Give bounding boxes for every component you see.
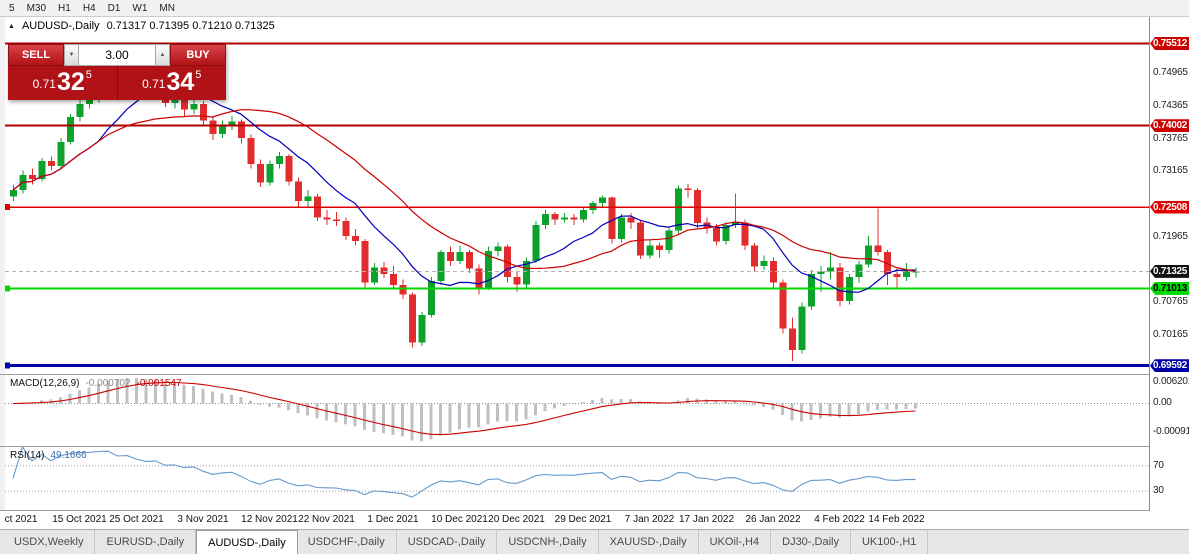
- buy-price-pipette: 5: [195, 69, 202, 81]
- price-axis-tick: 0.74965: [1153, 67, 1188, 79]
- rsi-indicator-label: RSI(14) 49.1666: [10, 450, 87, 461]
- rsi-level-label: 30: [1153, 485, 1164, 497]
- price-axis-tick: 0.73765: [1153, 132, 1188, 144]
- timeframe-button-mn[interactable]: MN: [159, 2, 175, 14]
- collapse-trade-panel-icon[interactable]: ▲: [8, 22, 15, 30]
- timeframe-toolbar: 5 M30 H1 H4 D1 W1 MN: [0, 0, 1189, 17]
- macd-panel[interactable]: [5, 375, 1149, 446]
- price-axis[interactable]: 0.74965 0.74365 0.73765 0.73165 0.71965 0.707…: [1149, 17, 1189, 511]
- sell-price-prefix: 0.71: [32, 77, 56, 91]
- date-label: 17 Jan 2022: [678, 514, 735, 525]
- rsi-name: RSI(14): [10, 450, 45, 461]
- rsi-value: 49.1666: [50, 450, 87, 461]
- chart-tab[interactable]: XAUUSD-,Daily: [599, 530, 699, 554]
- chart-tab[interactable]: USDCNH-,Daily: [497, 530, 599, 554]
- macd-indicator-label: MACD(12,26,9) -0.000702 -0.001547: [10, 378, 182, 389]
- chart-symbol-label: AUDUSD-,Daily: [21, 20, 100, 32]
- chart-tab[interactable]: USDCAD-,Daily: [397, 530, 498, 554]
- macd-signal-value: -0.001547: [136, 378, 182, 389]
- date-label: 6 Oct 2021: [5, 514, 38, 525]
- timeframe-button-m30[interactable]: M30: [26, 2, 47, 14]
- timeframe-button-h1[interactable]: H1: [58, 2, 71, 14]
- price-badge: 0.74002: [1150, 119, 1189, 133]
- panel-separator[interactable]: [0, 374, 1189, 375]
- trade-panel-price-row: 0.71 32 5 0.71 34 5: [8, 66, 226, 100]
- timeframe-button-d1[interactable]: D1: [107, 2, 121, 14]
- price-axis-tick: 0.70165: [1153, 328, 1188, 340]
- volume-decrease-button[interactable]: ▼: [64, 44, 79, 66]
- volume-input[interactable]: 3.00: [79, 44, 155, 66]
- sell-button[interactable]: SELL: [8, 44, 64, 66]
- date-label: 25 Oct 2021: [109, 514, 164, 525]
- chart-header: ▲ AUDUSD-,Daily 0.71317 0.71395 0.71210 …: [8, 20, 275, 32]
- date-label: 12 Nov 2021: [241, 514, 298, 525]
- price-axis-tick: 0.70765: [1153, 295, 1188, 307]
- timeframe-button-w1[interactable]: W1: [132, 2, 148, 14]
- price-axis-tick: 0.73165: [1153, 165, 1188, 177]
- volume-increase-button[interactable]: ▲: [155, 44, 170, 66]
- buy-price-prefix: 0.71: [142, 77, 166, 91]
- date-label: 20 Dec 2021: [488, 514, 545, 525]
- sell-price-pipette: 5: [85, 69, 92, 81]
- date-label: 7 Jan 2022: [624, 514, 675, 525]
- date-label: 29 Dec 2021: [554, 514, 612, 525]
- trade-panel-top-row: SELL ▼ 3.00 ▲ BUY: [8, 44, 226, 66]
- chart-tab[interactable]: EURUSD-,Daily: [95, 530, 197, 554]
- timeframe-button-5[interactable]: 5: [9, 2, 15, 14]
- rsi-panel[interactable]: [5, 447, 1149, 510]
- date-label: 10 Dec 2021: [431, 514, 488, 525]
- sell-price-big-digits: 32: [56, 68, 85, 96]
- price-badge: 0.71013: [1150, 281, 1189, 295]
- chart-left-edge: [0, 17, 5, 511]
- macd-axis-zero: 0.00: [1153, 397, 1172, 409]
- macd-axis-min: -0.000919: [1153, 426, 1189, 437]
- sell-price-button[interactable]: 0.71 32 5: [8, 66, 118, 100]
- panel-separator[interactable]: [0, 510, 1189, 511]
- price-axis-tick: 0.71965: [1153, 230, 1188, 242]
- chart-tab[interactable]: UKOil-,H4: [699, 530, 772, 554]
- chart-tabs-bar: USDX,Weekly EURUSD-,Daily AUDUSD-,Daily USD…: [0, 529, 1189, 554]
- date-label: 3 Nov 2021: [177, 514, 229, 525]
- macd-main-value: -0.000702: [85, 378, 131, 389]
- price-axis-tick: 0.74365: [1153, 99, 1188, 111]
- rsi-level-label: 70: [1153, 459, 1164, 471]
- date-label: 22 Nov 2021: [298, 514, 355, 525]
- price-badge: 0.75512: [1150, 37, 1189, 51]
- buy-price-button[interactable]: 0.71 34 5: [118, 66, 227, 100]
- price-badge: 0.72508: [1150, 200, 1189, 214]
- date-label: 4 Feb 2022: [814, 514, 865, 525]
- buy-button[interactable]: BUY: [170, 44, 226, 66]
- chart-tab[interactable]: DJ30-,Daily: [771, 530, 851, 554]
- chart-tab[interactable]: USDCHF-,Daily: [297, 530, 397, 554]
- timeframe-button-h4[interactable]: H4: [82, 2, 96, 14]
- price-badge: 0.71325: [1150, 264, 1189, 278]
- chart-tab[interactable]: UK100-,H1: [851, 530, 929, 554]
- price-badge: 0.69592: [1150, 359, 1189, 373]
- date-label: 15 Oct 2021: [52, 514, 107, 525]
- macd-axis-max: 0.006201: [1153, 376, 1189, 387]
- one-click-trading-panel: SELL ▼ 3.00 ▲ BUY 0.71 32 5 0.71 34 5: [8, 44, 226, 100]
- date-label: 1 Dec 2021: [367, 514, 419, 525]
- date-label: 14 Feb 2022: [868, 514, 925, 525]
- date-label: 26 Jan 2022: [745, 514, 801, 525]
- chart-tab[interactable]: USDX,Weekly: [3, 530, 96, 554]
- panel-separator[interactable]: [0, 446, 1189, 447]
- main-chart[interactable]: [5, 17, 1149, 374]
- chart-ohlc-values: 0.71317 0.71395 0.71210 0.71325: [106, 20, 275, 32]
- macd-name: MACD(12,26,9): [10, 378, 80, 389]
- buy-price-big-digits: 34: [166, 68, 195, 96]
- chart-tab[interactable]: AUDUSD-,Daily: [196, 530, 298, 554]
